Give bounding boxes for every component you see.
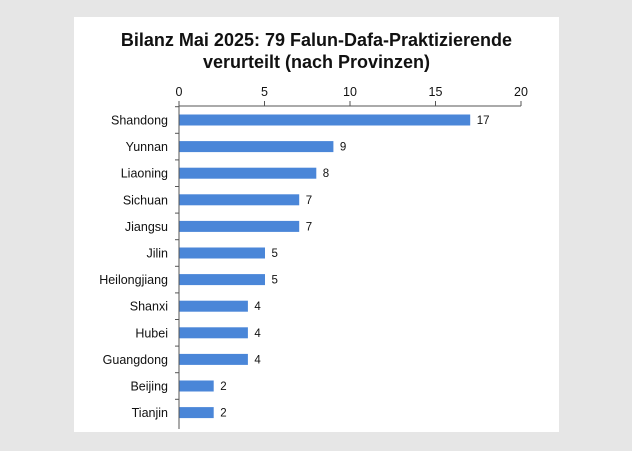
- data-label: 9: [340, 142, 346, 154]
- bar: [179, 274, 265, 286]
- category-label: Hubei: [135, 326, 168, 340]
- bar: [179, 407, 214, 419]
- x-tick-label: 15: [429, 85, 443, 99]
- chart-title-line-1: Bilanz Mai 2025: 79 Falun-Dafa-Praktizie…: [120, 30, 513, 50]
- data-label: 17: [477, 115, 490, 127]
- category-label: Shanxi: [130, 300, 168, 314]
- category-label: Liaoning: [121, 167, 168, 181]
- x-tick-label: 10: [343, 85, 357, 99]
- category-label: Beijing: [130, 380, 168, 394]
- bar: [179, 167, 317, 179]
- data-label: 4: [254, 301, 261, 313]
- data-label: 2: [220, 381, 226, 393]
- data-label: 8: [323, 168, 329, 180]
- chart-card: Bilanz Mai 2025: 79 Falun-Dafa-Praktizie…: [74, 17, 559, 432]
- bar: [179, 141, 334, 153]
- category-label: Shandong: [111, 114, 168, 128]
- bar: [179, 247, 265, 259]
- data-label: 4: [254, 354, 261, 366]
- bar: [179, 380, 214, 392]
- category-label: Yunnan: [126, 140, 168, 154]
- data-label: 5: [272, 275, 278, 287]
- bar: [179, 353, 248, 365]
- data-label: 7: [306, 221, 312, 233]
- category-label: Sichuan: [123, 193, 168, 207]
- category-label: Jiangsu: [125, 220, 168, 234]
- bar: [179, 220, 300, 232]
- data-label: 7: [306, 195, 312, 207]
- category-label: Tianjin: [132, 406, 168, 420]
- x-tick-label: 0: [176, 85, 183, 99]
- category-label: Jilin: [146, 247, 168, 261]
- data-label: 4: [254, 328, 261, 340]
- bar: [179, 194, 300, 206]
- bar: [179, 300, 248, 312]
- x-tick-label: 5: [261, 85, 268, 99]
- bar: [179, 327, 248, 339]
- bar-chart: 0 5 10 15 20 Shandong 17 Yunnan 9 Liaoning 8 Sichua…: [99, 85, 528, 429]
- chart-title-line-2: verurteilt (nach Provinzen): [202, 52, 431, 72]
- category-label: Heilongjiang: [99, 273, 168, 287]
- data-label: 2: [220, 408, 226, 420]
- chart-title: Bilanz Mai 2025: 79 Falun-Dafa-Praktizie…: [74, 29, 559, 73]
- bar: [179, 114, 471, 126]
- x-tick-label: 20: [514, 85, 528, 99]
- category-label: Guangdong: [103, 353, 168, 367]
- data-label: 5: [272, 248, 278, 260]
